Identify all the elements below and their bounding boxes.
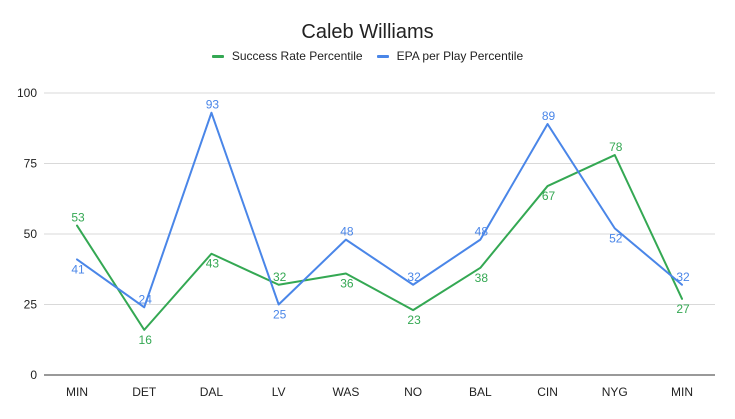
- x-tick-label: DET: [132, 385, 157, 399]
- data-label-success-rate: 53: [71, 211, 85, 225]
- data-label-epa: 32: [407, 270, 421, 284]
- legend-label-success-rate: Success Rate Percentile: [231, 49, 363, 63]
- x-tick-label: WAS: [332, 385, 359, 399]
- series-line-success-rate: [76, 154, 683, 331]
- y-tick-label: 25: [24, 298, 38, 312]
- data-label-epa: 25: [273, 308, 287, 322]
- x-tick-label: LV: [272, 385, 286, 399]
- x-tick-label: NYG: [602, 385, 628, 399]
- data-label-success-rate: 16: [139, 333, 153, 347]
- data-label-epa: 93: [206, 98, 220, 112]
- x-tick-label: DAL: [200, 385, 224, 399]
- data-label-success-rate: 43: [206, 257, 220, 271]
- x-tick-label: MIN: [671, 385, 693, 399]
- data-label-success-rate: 36: [340, 276, 354, 290]
- y-tick-label: 50: [24, 227, 38, 241]
- series-line-epa: [76, 111, 683, 309]
- legend-item-epa[interactable]: EPA per Play Percentile: [376, 49, 524, 63]
- x-tick-label: MIN: [66, 385, 88, 399]
- data-label-epa: 89: [542, 109, 556, 123]
- data-label-epa: 52: [609, 231, 623, 245]
- legend-label-epa: EPA per Play Percentile: [396, 49, 524, 63]
- data-label-success-rate: 32: [273, 270, 287, 284]
- data-label-epa: 48: [475, 225, 489, 239]
- y-tick-label: 75: [24, 157, 38, 171]
- x-tick-label: NO: [404, 385, 422, 399]
- y-tick-label: 0: [30, 368, 37, 382]
- legend: Success Rate Percentile EPA per Play Per…: [0, 49, 735, 63]
- legend-swatch-success-rate: [211, 54, 224, 58]
- data-label-epa: 24: [139, 292, 153, 306]
- data-label-success-rate: 23: [407, 313, 421, 327]
- data-label-epa: 32: [676, 270, 690, 284]
- x-tick-label: CIN: [537, 385, 558, 399]
- y-tick-label: 100: [17, 86, 37, 100]
- legend-item-success-rate[interactable]: Success Rate Percentile: [211, 49, 363, 63]
- data-label-success-rate: 38: [475, 271, 489, 285]
- data-label-success-rate: 78: [609, 140, 623, 154]
- chart-title: Caleb Williams: [301, 21, 434, 43]
- data-label-success-rate: 67: [542, 189, 556, 203]
- legend-swatch-epa: [376, 54, 389, 58]
- data-label-success-rate: 27: [676, 302, 690, 316]
- x-tick-label: BAL: [469, 385, 492, 399]
- data-label-epa: 48: [340, 225, 354, 239]
- data-label-epa: 41: [71, 262, 85, 276]
